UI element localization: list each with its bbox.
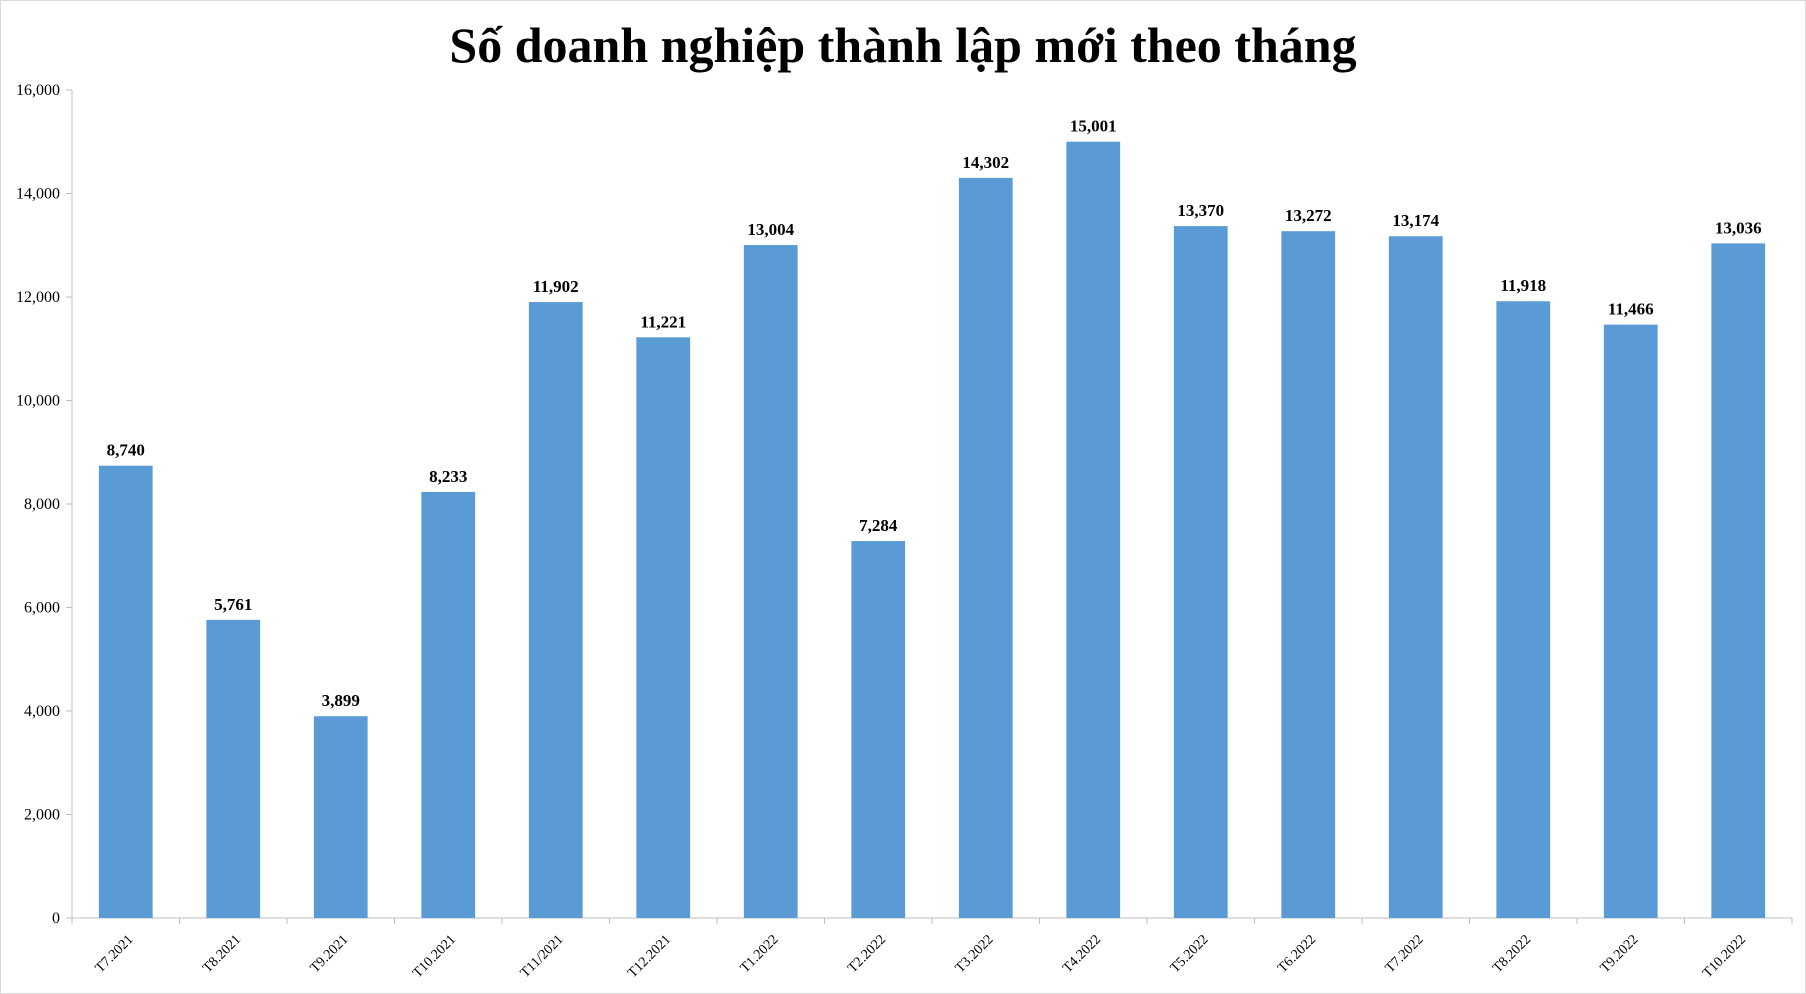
data-label: 5,761 [214,595,252,614]
bar-T3.2022 [958,177,1013,918]
bar-T8.2021 [206,619,261,918]
bar-T4.2022 [1066,141,1121,919]
bar-T10.2021 [421,491,476,918]
x-tick-label: T9.2022 [1598,932,1642,976]
bar-T12.2021 [636,337,691,919]
data-label: 3,899 [322,691,360,710]
data-label: 13,004 [747,220,794,239]
x-tick-label: T10.2022 [1700,932,1749,981]
x-tick-label: T8.2022 [1490,932,1534,976]
chart-title: Số doanh nghiệp thành lập mới theo tháng [449,17,1357,73]
y-tick-label: 8,000 [24,496,60,513]
x-tick-label: T8.2021 [200,932,244,976]
x-tick-label: T7.2022 [1383,932,1427,976]
x-tick-label: T9.2021 [308,932,352,976]
bar-T7.2022 [1388,236,1443,919]
bar-T1.2022 [743,245,798,919]
y-tick-label: 14,000 [16,186,60,203]
data-label: 13,036 [1715,218,1762,237]
y-tick-label: 4,000 [24,703,60,720]
data-label: 11,902 [533,277,579,296]
bar-T2.2022 [851,541,906,918]
x-tick-label: T5.2022 [1168,932,1212,976]
data-label: 8,740 [107,441,145,460]
y-tick-label: 2,000 [24,807,60,824]
bar-T10.2022 [1711,243,1766,919]
bar-T6.2022 [1281,231,1336,918]
x-axis [71,917,1793,924]
bars [98,141,1766,919]
bar-T9.2022 [1603,324,1658,918]
data-label: 13,272 [1285,206,1332,225]
bar-T7.2021 [98,465,153,918]
x-tick-label: T3.2022 [953,932,997,976]
data-label: 11,221 [640,312,686,331]
data-label: 13,370 [1177,201,1224,220]
data-labels: 8,740 5,761 3,899 8,233 11,902 11,221 13,004 7,… [107,117,1762,711]
y-tick-label: 16,000 [16,82,60,99]
y-tick-label: 10,000 [16,393,60,410]
y-tick-label: 0 [52,910,60,927]
x-tick-label: T10.2021 [410,932,459,981]
x-tick-label: T6.2022 [1275,932,1319,976]
x-tick-label: T2.2022 [845,932,889,976]
bar-T8.2022 [1496,301,1551,918]
data-label: 15,001 [1070,117,1117,136]
x-tick-label: T11/2021 [518,932,567,981]
data-label: 13,174 [1392,211,1439,230]
data-label: 11,918 [1500,276,1546,295]
y-tick-label: 12,000 [16,289,60,306]
y-tick-label: 6,000 [24,600,60,617]
bar-T5.2022 [1173,226,1228,919]
data-label: 7,284 [859,516,898,535]
category-labels: T7.2021 T8.2021 T9.2021 T10.2021 T11/2021 T12… [93,932,1749,981]
data-label: 8,233 [429,467,467,486]
x-tick-label: T4.2022 [1060,932,1104,976]
x-tick-label: T1.2022 [738,932,782,976]
data-label: 14,302 [962,153,1009,172]
bar-T9.2021 [313,716,368,918]
x-tick-label: T12.2021 [625,932,674,981]
y-axis: 0 2,000 4,000 6,000 8,000 10,000 12,000 14,000 1… [16,82,73,927]
data-label: 11,466 [1608,300,1654,319]
bar-T11/2021 [528,302,583,918]
x-tick-label: T7.2021 [93,932,137,976]
